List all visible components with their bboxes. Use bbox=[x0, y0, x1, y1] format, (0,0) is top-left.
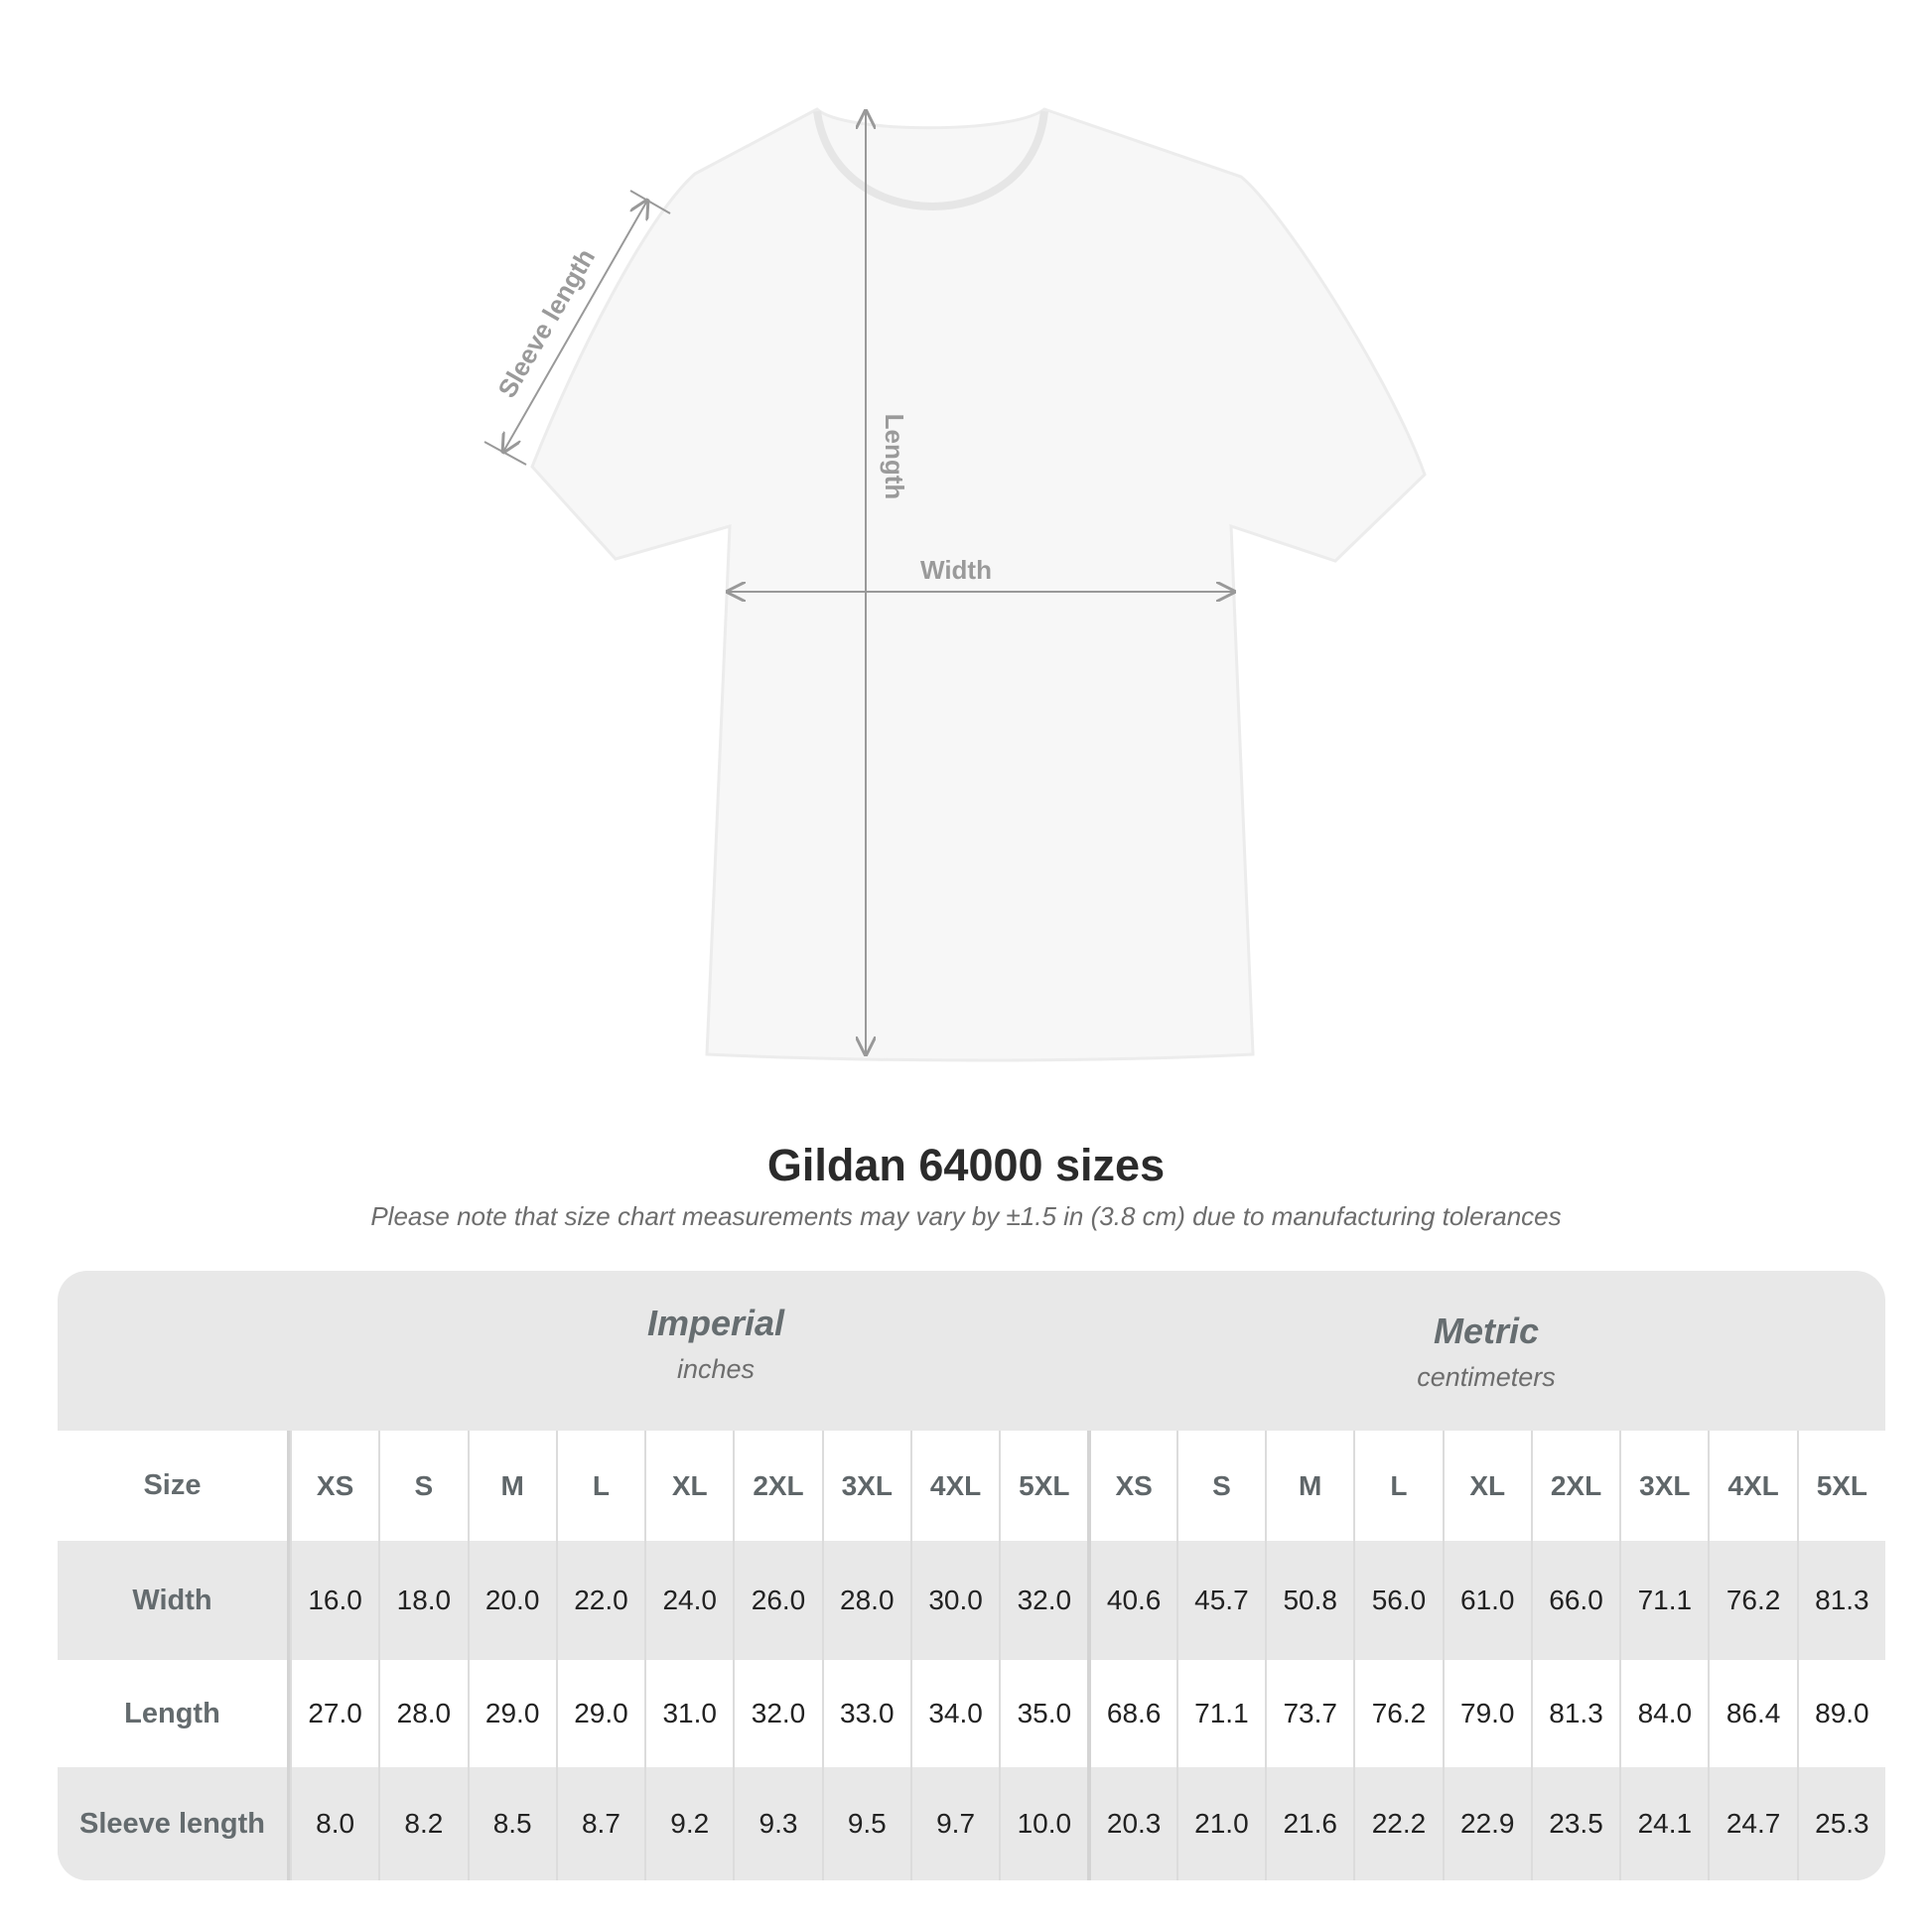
imperial-size-XL: XL bbox=[644, 1431, 733, 1541]
imperial-value-cell: 27.0 bbox=[289, 1660, 378, 1767]
metric-value-cell: 50.8 bbox=[1265, 1541, 1353, 1660]
imperial-size-S: S bbox=[378, 1431, 467, 1541]
metric-size-2XL: 2XL bbox=[1530, 1431, 1619, 1541]
imperial-value-cell: 31.0 bbox=[644, 1660, 733, 1767]
table-row: Sleeve length 8.0 8.2 8.5 8.7 9.2 9.3 9.5 9.7 10.… bbox=[58, 1767, 1885, 1880]
metric-value-cell: 21.6 bbox=[1265, 1767, 1353, 1880]
imperial-value-cell: 33.0 bbox=[821, 1660, 910, 1767]
tshirt-shape bbox=[530, 107, 1427, 1062]
imperial-size-XS: XS bbox=[289, 1431, 378, 1541]
metric-value-cell: 24.7 bbox=[1708, 1767, 1796, 1880]
metric-size-XL: XL bbox=[1442, 1431, 1531, 1541]
metric-value-cell: 84.0 bbox=[1619, 1660, 1708, 1767]
imperial-value-cell: 29.0 bbox=[555, 1660, 644, 1767]
imperial-value-cell: 10.0 bbox=[999, 1767, 1087, 1880]
size-label: Size bbox=[58, 1431, 290, 1541]
imperial-value-cell: 9.5 bbox=[821, 1767, 910, 1880]
metric-value-cell: 86.4 bbox=[1708, 1660, 1796, 1767]
imperial-header: Imperial inches bbox=[290, 1271, 1142, 1462]
size-header-row: Size XS S M L XL 2XL 3XL 4XL 5XL XS S M L XL 2XL 3XL 4XL 5… bbox=[58, 1431, 1885, 1541]
metric-value-cell: 71.1 bbox=[1175, 1660, 1265, 1767]
imperial-value-cell: 35.0 bbox=[999, 1660, 1087, 1767]
imperial-value-cell: 8.7 bbox=[555, 1767, 644, 1880]
metric-value-cell: 56.0 bbox=[1353, 1541, 1442, 1660]
imperial-size-2XL: 2XL bbox=[733, 1431, 821, 1541]
metric-value-cell: 22.2 bbox=[1353, 1767, 1442, 1880]
imperial-value-cell: 29.0 bbox=[467, 1660, 556, 1767]
metric-unit: centimeters bbox=[1417, 1362, 1556, 1392]
metric-size-XS: XS bbox=[1087, 1431, 1175, 1541]
tshirt-collar bbox=[813, 110, 1048, 210]
imperial-value-cell: 24.0 bbox=[644, 1541, 733, 1660]
sleeve-tick bbox=[483, 441, 527, 466]
size-table: Imperial inches Metric centimeters Size X… bbox=[58, 1271, 1885, 1880]
metric-value-cell: 76.2 bbox=[1353, 1660, 1442, 1767]
imperial-value-cell: 9.7 bbox=[909, 1767, 999, 1880]
metric-value-cell: 66.0 bbox=[1530, 1541, 1619, 1660]
metric-value-cell: 76.2 bbox=[1708, 1541, 1796, 1660]
imperial-value-cell: 18.0 bbox=[378, 1541, 467, 1660]
metric-value-cell: 79.0 bbox=[1442, 1660, 1531, 1767]
metric-value-cell: 81.3 bbox=[1530, 1660, 1619, 1767]
metric-size-4XL: 4XL bbox=[1708, 1431, 1796, 1541]
metric-value-cell: 21.0 bbox=[1175, 1767, 1265, 1880]
imperial-value-cell: 32.0 bbox=[733, 1660, 821, 1767]
table-row: Width 16.0 18.0 20.0 22.0 24.0 26.0 28.0 30.0 32.… bbox=[58, 1541, 1885, 1660]
imperial-value-cell: 30.0 bbox=[909, 1541, 999, 1660]
page-title: Gildan 64000 sizes bbox=[766, 1140, 1166, 1190]
metric-value-cell: 71.1 bbox=[1619, 1541, 1708, 1660]
metric-size-M: M bbox=[1265, 1431, 1353, 1541]
metric-size-S: S bbox=[1175, 1431, 1265, 1541]
metric-value-cell: 24.1 bbox=[1619, 1767, 1708, 1880]
imperial-title: Imperial bbox=[646, 1303, 785, 1343]
imperial-unit: inches bbox=[676, 1354, 756, 1384]
row-label: Length bbox=[58, 1660, 290, 1767]
tolerance-note: Please note that size chart measurements… bbox=[370, 1201, 1562, 1231]
metric-size-L: L bbox=[1353, 1431, 1442, 1541]
imperial-size-L: L bbox=[555, 1431, 644, 1541]
metric-value-cell: 45.7 bbox=[1175, 1541, 1265, 1660]
imperial-size-5XL: 5XL bbox=[999, 1431, 1087, 1541]
metric-value-cell: 81.3 bbox=[1796, 1541, 1885, 1660]
metric-value-cell: 22.9 bbox=[1442, 1767, 1531, 1880]
imperial-size-3XL: 3XL bbox=[821, 1431, 910, 1541]
row-label: Sleeve length bbox=[58, 1767, 290, 1880]
imperial-value-cell: 28.0 bbox=[821, 1541, 910, 1660]
metric-size-5XL: 5XL bbox=[1796, 1431, 1885, 1541]
imperial-value-cell: 9.2 bbox=[644, 1767, 733, 1880]
imperial-value-cell: 9.3 bbox=[733, 1767, 821, 1880]
sleeve-arrow bbox=[503, 201, 647, 452]
metric-value-cell: 40.6 bbox=[1087, 1541, 1175, 1660]
metric-value-cell: 61.0 bbox=[1442, 1541, 1531, 1660]
metric-value-cell: 89.0 bbox=[1796, 1660, 1885, 1767]
imperial-value-cell: 34.0 bbox=[909, 1660, 999, 1767]
metric-value-cell: 68.6 bbox=[1087, 1660, 1175, 1767]
imperial-value-cell: 16.0 bbox=[289, 1541, 378, 1660]
imperial-size-4XL: 4XL bbox=[909, 1431, 999, 1541]
length-label: Length bbox=[880, 414, 909, 500]
imperial-value-cell: 22.0 bbox=[555, 1541, 644, 1660]
imperial-value-cell: 8.5 bbox=[467, 1767, 556, 1880]
metric-value-cell: 25.3 bbox=[1796, 1767, 1885, 1880]
metric-value-cell: 23.5 bbox=[1530, 1767, 1619, 1880]
width-label: Width bbox=[920, 555, 992, 585]
sleeve-tick bbox=[629, 190, 671, 214]
imperial-value-cell: 26.0 bbox=[733, 1541, 821, 1660]
metric-size-3XL: 3XL bbox=[1619, 1431, 1708, 1541]
row-label: Width bbox=[58, 1541, 290, 1660]
metric-title: Metric bbox=[1433, 1311, 1540, 1351]
metric-header: Metric centimeters bbox=[1087, 1271, 1885, 1470]
imperial-size-M: M bbox=[467, 1431, 556, 1541]
metric-value-cell: 20.3 bbox=[1087, 1767, 1175, 1880]
tshirt-diagram: Sleeve length Length Width bbox=[483, 107, 1427, 1062]
imperial-value-cell: 28.0 bbox=[378, 1660, 467, 1767]
imperial-value-cell: 8.2 bbox=[378, 1767, 467, 1880]
table-row: Length 27.0 28.0 29.0 29.0 31.0 32.0 33.0 34.0 35… bbox=[58, 1660, 1885, 1767]
metric-value-cell: 73.7 bbox=[1265, 1660, 1353, 1767]
imperial-value-cell: 20.0 bbox=[467, 1541, 556, 1660]
imperial-value-cell: 32.0 bbox=[999, 1541, 1087, 1660]
imperial-value-cell: 8.0 bbox=[289, 1767, 378, 1880]
